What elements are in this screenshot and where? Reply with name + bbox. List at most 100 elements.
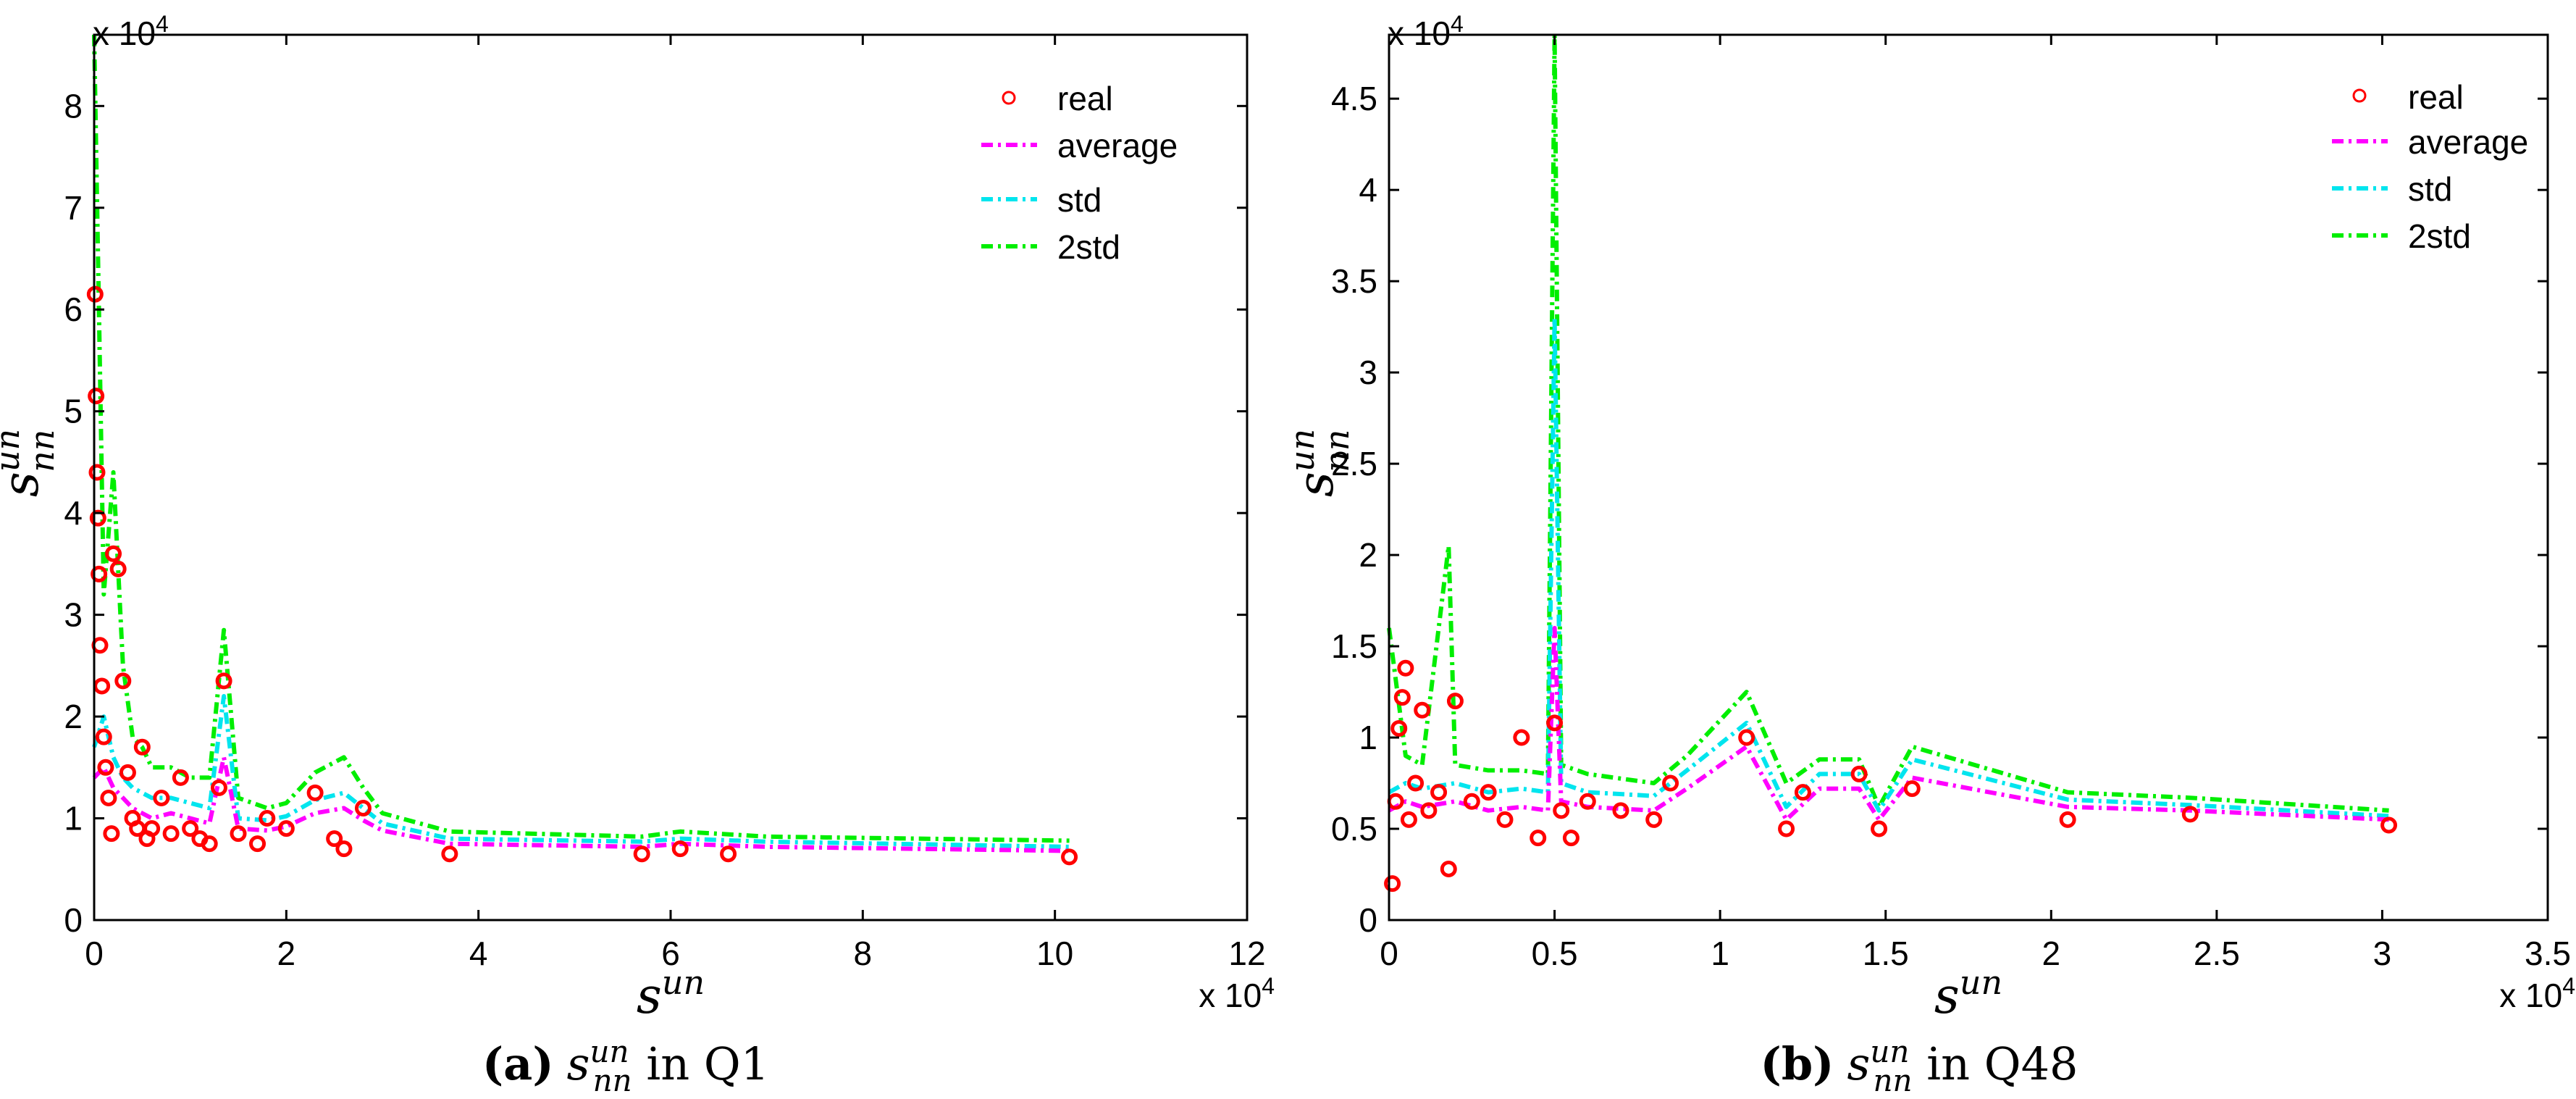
- real-point-a: [201, 835, 218, 853]
- caption-a: (a) sun nn in Q1: [482, 1034, 769, 1098]
- real-point-b: [1662, 774, 1679, 792]
- real-point-b: [1530, 830, 1547, 847]
- y-axis-label-group-b: sunnn: [1283, 429, 1356, 497]
- real-point-a: [97, 759, 114, 776]
- y-axis-label-sup-b: un: [1283, 429, 1322, 472]
- y-tick-label: 8: [64, 87, 83, 125]
- real-point-a: [105, 545, 122, 562]
- y-exponent-b: x 104: [1388, 11, 1464, 52]
- real-point-a: [153, 789, 170, 806]
- y-axis-label-a: sunnn: [0, 429, 62, 497]
- real-point-a: [95, 728, 112, 745]
- x-axis-label-b: sun: [1934, 963, 2002, 1025]
- x-exponent-power-a: 4: [1262, 973, 1275, 999]
- y-tick-label: 2.5: [1331, 445, 1377, 482]
- x-tick-label: 0: [85, 935, 104, 972]
- caption-tag-b: (b): [1761, 1037, 1834, 1090]
- real-point-b: [1420, 802, 1438, 819]
- x-tick-label: 2.5: [2194, 935, 2240, 972]
- y-exponent-base-b: x 10: [1388, 14, 1451, 52]
- real-point-a: [259, 810, 276, 827]
- legend-marker-real-b: [2352, 88, 2367, 103]
- real-point-a: [119, 764, 136, 781]
- real-point-b: [1778, 820, 1795, 837]
- real-point-a: [1061, 848, 1078, 866]
- x-tick-label: 12: [1228, 935, 1265, 972]
- legend-a: real average std 2std: [981, 80, 1178, 266]
- x-axis-label-sup-b: un: [1960, 963, 2002, 1002]
- real-point-b: [2059, 811, 2076, 828]
- real-point-a: [93, 677, 111, 695]
- y-tick-label: 1.5: [1331, 627, 1377, 665]
- real-point-a: [114, 672, 132, 690]
- y-exponent-power-b: 4: [1451, 11, 1464, 37]
- caption-rest-b: in Q48: [1913, 1037, 2078, 1090]
- y-tick-label: 2: [64, 698, 83, 735]
- x-tick-label: 3: [2373, 935, 2392, 972]
- real-point-b: [1546, 714, 1564, 732]
- real-point-b: [1400, 811, 1417, 828]
- y-tick-label: 4: [1359, 171, 1377, 209]
- real-point-b: [1480, 784, 1497, 801]
- x-tick-label: 0: [1380, 935, 1398, 972]
- legend-label-std-a: std: [1057, 181, 1102, 219]
- real-point-a: [306, 784, 324, 801]
- y-tick-label: 2: [1359, 536, 1377, 574]
- real-point-b: [1390, 719, 1408, 737]
- x-tick-label: 1: [1711, 935, 1729, 972]
- legend-b: real average std 2std: [2332, 78, 2528, 255]
- legend-label-2std-b: 2std: [2408, 217, 2471, 255]
- caption-sub-b: nn: [1873, 1063, 1912, 1098]
- real-point-b: [2181, 806, 2199, 823]
- x-tick-label: 6: [661, 935, 680, 972]
- x-tick-label: 10: [1036, 935, 1073, 972]
- x-tick-label: 2: [2042, 935, 2060, 972]
- real-point-a: [100, 789, 117, 806]
- real-point-b: [1414, 701, 1431, 719]
- x-exponent-b: x 104: [2499, 973, 2575, 1014]
- real-point-a: [162, 825, 180, 843]
- real-point-b: [1738, 729, 1755, 746]
- y-tick-label: 3: [64, 596, 83, 634]
- real-point-a: [633, 845, 650, 863]
- panel-b: 0 0.5 1 1.5 2 2.5 3 3.500.511.522.533.544.5 x 1…: [1283, 11, 2575, 1098]
- series-std-line-b: [1388, 315, 2389, 819]
- real-point-a: [354, 799, 372, 816]
- y-tick-label: 1: [1359, 719, 1377, 756]
- real-point-a: [277, 820, 295, 837]
- series-2std-line-a: [92, 34, 1070, 843]
- real-point-b: [1397, 659, 1414, 677]
- real-point-a: [720, 845, 737, 863]
- y-axis-label-sub-b: nn: [1317, 430, 1356, 472]
- legend-label-average-b: average: [2408, 123, 2528, 161]
- real-point-a: [230, 825, 247, 843]
- caption-var-a: s: [567, 1037, 590, 1090]
- y-axis-label-b: sunnn: [1283, 429, 1356, 497]
- y-tick-label: 3: [1359, 354, 1377, 391]
- real-point-a: [109, 560, 127, 577]
- y-axis-label-base-b: s: [1288, 472, 1345, 497]
- real-point-b: [1612, 802, 1629, 819]
- y-tick-label: 5: [64, 393, 83, 430]
- y-tick-label: 7: [64, 189, 83, 227]
- real-point-a: [210, 779, 227, 796]
- y-tick-label: 1: [64, 800, 83, 837]
- real-point-a: [215, 672, 232, 690]
- x-tick-label: 0.5: [1532, 935, 1578, 972]
- caption-sup-b: un: [1870, 1034, 1909, 1069]
- x-exponent-power-b: 4: [2562, 973, 2575, 999]
- caption-var-b: s: [1847, 1037, 1871, 1090]
- real-point-b: [1579, 793, 1596, 810]
- legend-label-std-b: std: [2408, 170, 2452, 208]
- plot-area-b: [1384, 33, 2398, 893]
- real-point-a: [249, 835, 267, 853]
- y-exponent-base-a: x 10: [93, 14, 156, 52]
- real-point-a: [326, 830, 343, 848]
- x-exponent-base-a: x 10: [1199, 977, 1262, 1014]
- real-point-b: [1463, 793, 1480, 810]
- y-exponent-power-a: 4: [156, 11, 169, 37]
- legend-label-real-a: real: [1057, 80, 1113, 117]
- real-point-b: [1562, 830, 1579, 847]
